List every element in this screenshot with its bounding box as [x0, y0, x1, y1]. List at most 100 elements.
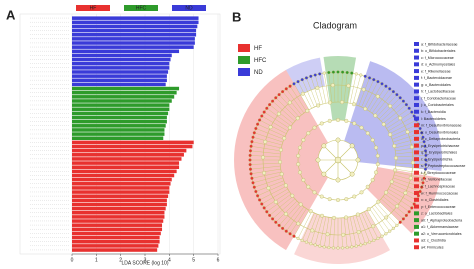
- branch: [278, 202, 300, 226]
- node: [350, 71, 354, 75]
- node: [421, 135, 425, 139]
- node: [295, 116, 300, 121]
- node: [361, 87, 366, 92]
- branch: [315, 74, 324, 105]
- node: [288, 232, 292, 236]
- legend-swatch: [238, 68, 250, 76]
- node: [336, 246, 340, 250]
- branch: [302, 212, 315, 241]
- node: [262, 110, 266, 114]
- node: [327, 245, 331, 250]
- node: [256, 122, 260, 126]
- x-tick-label: 4: [168, 257, 171, 263]
- node: [375, 153, 380, 158]
- bar: [72, 186, 170, 190]
- branch: [384, 193, 410, 212]
- taxon-swatch: [414, 96, 419, 101]
- node: [332, 215, 336, 220]
- node: [265, 106, 269, 110]
- node: [423, 149, 428, 153]
- node: [273, 199, 278, 204]
- node: [254, 189, 258, 194]
- bar: [72, 165, 180, 169]
- taxon-swatch: [414, 75, 419, 80]
- node: [315, 157, 321, 163]
- bar: [72, 215, 165, 219]
- x-tick-label: 5: [192, 257, 195, 263]
- branch: [392, 180, 421, 192]
- node: [410, 206, 414, 210]
- branch: [366, 210, 383, 237]
- node: [411, 160, 415, 165]
- bar: [72, 173, 175, 178]
- clade-highlight: [323, 56, 357, 121]
- bar: [72, 28, 197, 33]
- bar: [72, 99, 172, 103]
- bar: [72, 169, 177, 174]
- bar: [72, 70, 169, 74]
- branch: [343, 217, 348, 248]
- branch: [264, 111, 290, 129]
- taxon-swatch: [414, 197, 419, 202]
- bar: [72, 235, 160, 240]
- branch: [278, 94, 300, 118]
- legend-swatch: [76, 5, 110, 11]
- node: [312, 190, 317, 195]
- node: [304, 240, 309, 244]
- node: [376, 236, 380, 240]
- node: [304, 76, 309, 80]
- bar: [72, 190, 170, 194]
- bar: [72, 37, 195, 41]
- node: [424, 158, 428, 162]
- bar: [72, 239, 160, 244]
- taxon-swatch: [414, 184, 419, 189]
- taxon-label: j: o_Coriobacteriales: [420, 103, 454, 107]
- taxon-swatch: [414, 136, 419, 141]
- node: [287, 100, 292, 105]
- branch: [389, 186, 417, 201]
- node: [327, 197, 332, 202]
- branch: [251, 171, 282, 179]
- node: [325, 232, 330, 237]
- taxon-swatch: [414, 89, 419, 94]
- node: [422, 140, 426, 144]
- taxon-swatch: [414, 130, 419, 135]
- node: [248, 163, 252, 167]
- node: [313, 243, 317, 247]
- taxon-label: a: f_Bifidobacteriaceae: [421, 42, 458, 46]
- branch: [297, 81, 312, 109]
- branch: [394, 171, 425, 179]
- node: [262, 171, 267, 175]
- branch: [376, 202, 398, 226]
- taxon-swatch: [414, 245, 419, 250]
- branch: [289, 86, 307, 112]
- taxon-swatch: [414, 62, 419, 67]
- node: [336, 198, 340, 202]
- branch: [275, 200, 298, 223]
- node: [384, 190, 389, 195]
- node: [300, 91, 305, 96]
- x-tick-label: 3: [144, 257, 147, 263]
- taxon-label: z: o_Lactobacillales: [421, 212, 453, 216]
- branch: [386, 111, 412, 129]
- node: [316, 103, 321, 108]
- bar: [72, 49, 180, 54]
- branch: [250, 165, 281, 170]
- node: [376, 80, 380, 84]
- branch: [343, 72, 348, 103]
- branch: [361, 79, 374, 108]
- node: [355, 157, 361, 163]
- branch: [395, 150, 426, 155]
- node: [423, 167, 428, 171]
- bar: [72, 161, 180, 165]
- bar: [72, 244, 159, 248]
- branch: [369, 86, 387, 112]
- node: [300, 78, 304, 82]
- node: [372, 238, 376, 242]
- node: [365, 131, 370, 136]
- branch: [378, 200, 401, 223]
- node: [341, 246, 345, 250]
- branch: [257, 183, 286, 196]
- branch: [352, 215, 361, 246]
- branch: [259, 119, 287, 134]
